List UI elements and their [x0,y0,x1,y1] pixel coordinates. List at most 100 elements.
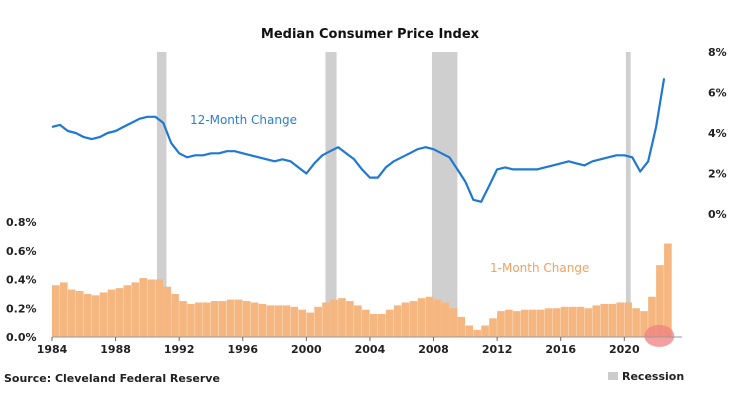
bar-1988 [115,288,124,337]
bar-2016 [560,306,569,337]
bar-1987.5 [107,289,116,337]
bar-2003 [354,305,362,337]
bar-2004.5 [377,314,386,337]
bar-2004 [369,314,378,337]
x-tick-label-2020: 2020 [609,343,640,356]
bar-1985.5 [75,291,84,337]
bar-2019.5 [616,302,625,337]
legend: Recession [608,370,684,383]
x-tick-label-2000: 2000 [291,343,322,356]
bar-1984 [52,285,60,337]
bar-2014.5 [536,309,545,337]
x-tick-label-1992: 1992 [164,343,195,356]
bar-1997 [258,303,267,337]
bar-2014 [528,309,537,337]
bar-2002.5 [346,301,354,337]
bar-2018 [592,305,601,337]
bar-2010 [465,325,473,337]
bar-1986.5 [91,295,100,337]
bar-1992.5 [187,303,195,337]
twelve-month-line [51,78,666,203]
y-left-label-0.8%: 0.8% [6,216,37,229]
bar-1997.5 [266,305,275,337]
bar-1984.5 [59,282,68,337]
bar-2000.5 [314,306,322,337]
bar-2016.5 [568,306,577,337]
bar-2007.5 [425,296,434,337]
y-left-label-0.6%: 0.6% [6,245,37,258]
x-tick-label-2008: 2008 [418,343,449,356]
one-month-bars [52,243,675,347]
bar-2020 [624,302,632,337]
axes: 1984 1988 1992 1996 2000 2004 2008 2012 2016 2020… [6,46,727,356]
twelve-month-label: 12-Month Change [190,113,297,127]
legend-swatch [608,372,618,380]
bar-1994.5 [218,301,227,337]
x-tick-label-2016: 2016 [545,343,576,356]
y-left-label-0.4%: 0.4% [6,274,37,287]
y-right-label-0%: 0% [708,208,727,221]
bar-1998 [274,305,283,337]
bar-2005.5 [393,305,402,337]
bar-2001 [322,302,330,337]
bar-2006 [401,302,410,337]
bar-2009.5 [457,316,466,337]
bar-2021.5 [648,296,656,337]
bar-1995 [226,299,235,337]
source-note: Source: Cleveland Federal Reserve [4,372,220,385]
bar-1992 [179,301,187,337]
bar-2007 [417,298,426,337]
chart-title: Median Consumer Price Index [261,27,480,42]
bar-1998.5 [282,305,291,337]
bar-2003.5 [362,309,370,337]
bar-2010.5 [473,329,481,337]
recession-band-1 [325,52,337,337]
x-tick-label-2004: 2004 [355,343,386,356]
bar-1996 [242,301,251,337]
bar-1995.5 [234,299,243,337]
bar-2015 [544,308,553,337]
bar-1993 [195,302,203,337]
x-tick-label-1984: 1984 [37,343,68,356]
recession-bands [156,52,631,337]
bar-2020.5 [632,308,640,337]
y-right-label-8%: 8% [708,46,727,59]
bar-2011 [481,325,489,337]
bar-1991 [163,286,171,337]
x-tick-label-1996: 1996 [227,343,258,356]
bar-1989 [131,282,140,337]
bar-1994 [210,301,219,337]
bar-2002 [338,298,346,337]
legend-label: Recession [622,370,684,383]
bar-1988.5 [123,285,132,337]
bar-2005 [385,309,394,337]
bar-2011.5 [489,318,497,337]
x-tick-label-1988: 1988 [100,343,131,356]
one-month-label: 1-Month Change [490,261,589,275]
bar-2008 [433,299,442,337]
bar-2013 [513,311,521,337]
bar-1985 [67,289,76,337]
bar-2017 [576,306,585,337]
bar-2021 [640,311,648,337]
x-tick-label-2012: 2012 [482,343,513,356]
highlight-circle [644,324,675,347]
y-left-label-0.0%: 0.0% [6,331,37,344]
bar-1991.5 [171,293,179,337]
bar-1999 [290,306,299,337]
bar-2008.5 [441,302,450,337]
bar-2022.5 [664,243,672,337]
bar-1996.5 [250,302,259,337]
y-right-label-6%: 6% [708,87,727,100]
bar-2017.5 [584,308,593,337]
bar-2006.5 [409,301,418,337]
bar-2013.5 [520,309,529,337]
bar-2019 [608,303,617,337]
bar-1990 [147,279,156,337]
y-right-label-4%: 4% [708,127,727,140]
bar-2000 [306,312,315,337]
bar-2012.5 [505,309,513,337]
bar-2012 [497,311,505,337]
bar-1993.5 [203,302,211,337]
